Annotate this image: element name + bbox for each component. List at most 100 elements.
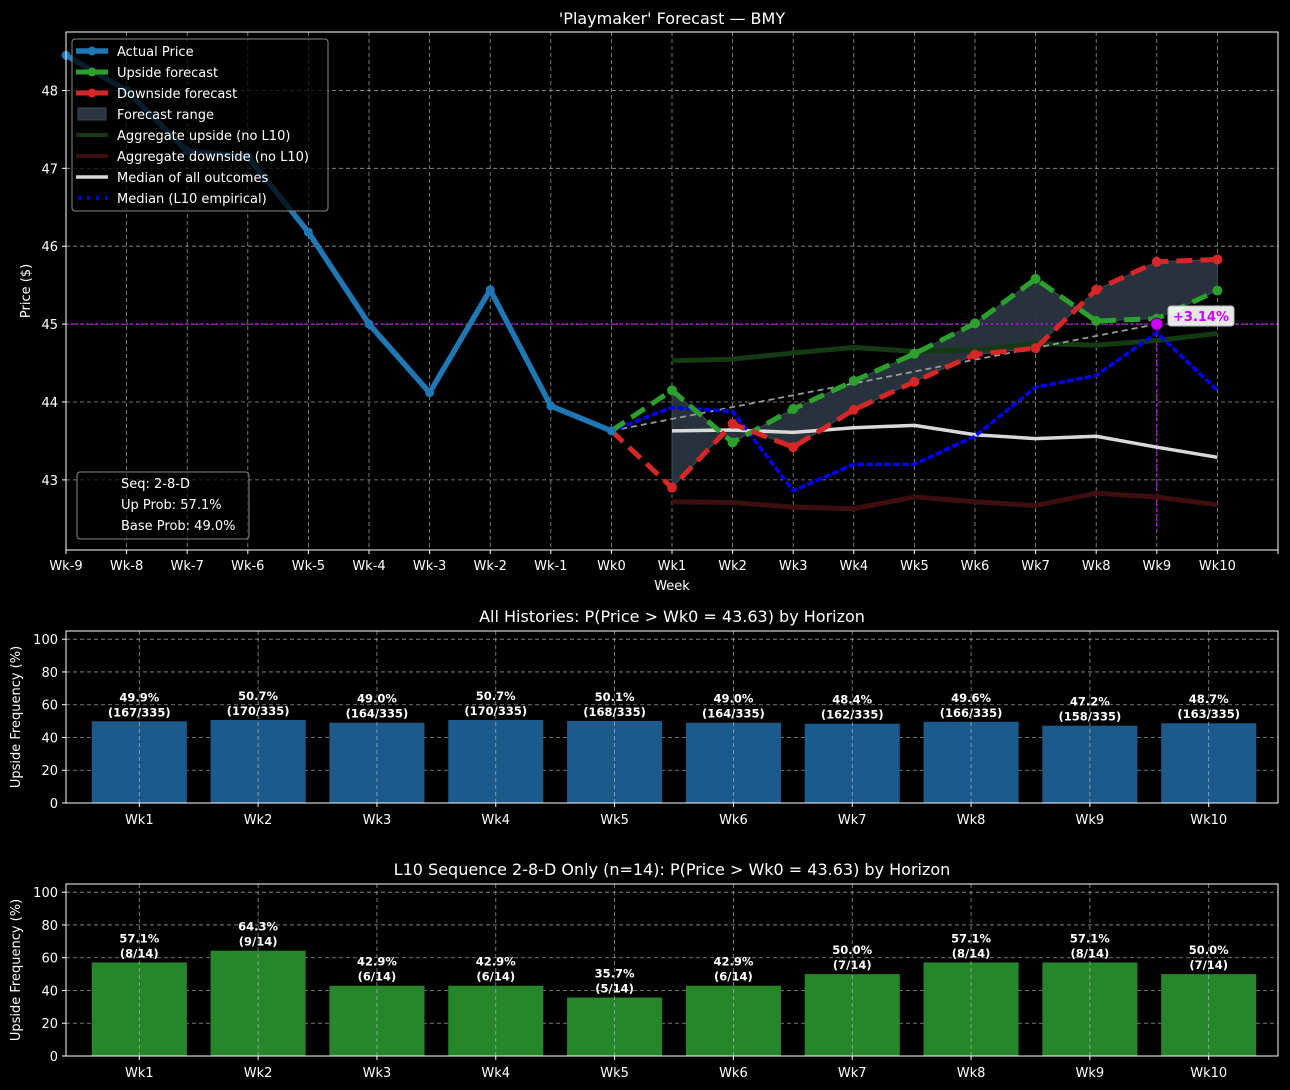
downside-point: [1212, 254, 1223, 265]
bar-chart-1-title: All Histories: P(Price > Wk0 = 43.63) by…: [479, 607, 865, 626]
x-tick-label: Wk5: [900, 559, 929, 574]
legend-item: Upside forecast: [76, 66, 218, 81]
upside-point: [667, 385, 677, 396]
x-tick-label: Wk7: [838, 813, 867, 828]
legend-swatch: [77, 107, 107, 121]
bar-count-label: (170/335): [227, 704, 290, 718]
y-tick-label: 60: [41, 952, 58, 967]
legend: Actual Price Upside forecast Downside fore…: [71, 38, 329, 212]
actual-price-point: [425, 388, 435, 398]
bar-pct-label: 49.6%: [951, 691, 991, 705]
bar-pct-label: 50.1%: [595, 690, 635, 704]
x-tick-label: Wk8: [957, 1066, 986, 1081]
downside-point: [1151, 256, 1162, 267]
x-tick-label: Wk6: [961, 559, 990, 574]
x-tick-label: Wk9: [1142, 559, 1171, 574]
downside-point: [970, 349, 980, 360]
x-tick-label: Wk4: [481, 813, 510, 828]
trend-line: [611, 323, 1157, 432]
x-tick-label: Wk-6: [231, 559, 264, 574]
bar: [804, 723, 900, 803]
aggregate-upside-line: [671, 330, 1218, 364]
bar-pct-label: 57.1%: [119, 931, 159, 945]
downside-point: [727, 418, 738, 429]
y-tick-label: 100: [33, 633, 58, 648]
bar-count-label: (6/14): [476, 970, 515, 984]
x-tick-label: Wk1: [658, 559, 687, 574]
y-tick-label: 0: [50, 1050, 58, 1065]
legend-marker: [87, 67, 97, 77]
downside-point: [909, 376, 920, 387]
l10-sequence-bar-chart: L10 Sequence 2-8-D Only (n=14): P(Price …: [9, 860, 1279, 1081]
target-marker: [1150, 317, 1164, 331]
x-tick-label: Wk-1: [534, 559, 567, 574]
y-tick-label: 43: [41, 474, 58, 489]
x-tick-label: Wk-9: [49, 559, 82, 574]
target-pct-label: +3.14%: [1173, 310, 1229, 325]
bar-pct-label: 35.7%: [595, 967, 635, 981]
bar-pct-label: 48.7%: [1189, 692, 1229, 706]
bar-pct-label: 49.9%: [119, 690, 159, 704]
upside-point: [848, 375, 859, 386]
bar-pct-label: 64.3%: [238, 920, 278, 934]
x-tick-label: Wk4: [839, 559, 868, 574]
x-tick-label: Wk1: [125, 1066, 154, 1081]
y-tick-label: 20: [41, 1017, 58, 1032]
legend-label: Upside forecast: [117, 66, 218, 81]
bar-count-label: (8/14): [1071, 946, 1110, 960]
upside-point: [909, 348, 920, 359]
x-tick-label: Wk5: [600, 1066, 629, 1081]
bar-count-label: (167/335): [108, 705, 171, 719]
info-base-prob: Base Prob: 49.0%: [121, 519, 235, 534]
x-tick-label: Wk3: [363, 813, 392, 828]
line-chart-axes: Wk-9 Wk-8 Wk-7 Wk-6 Wk-5 Wk-4 Wk-3 Wk-2 Wk-1 Wk0 W…: [41, 31, 1279, 574]
x-tick-label: Wk2: [718, 559, 747, 574]
info-box: Seq: 2-8-D Up Prob: 57.1% Base Prob: 49.…: [76, 471, 250, 540]
bar: [1161, 974, 1257, 1056]
downside-point: [667, 482, 677, 493]
upside-forecast-line: [610, 276, 1219, 446]
x-tick-label: Wk10: [1190, 813, 1227, 828]
bar-chart-frame: [65, 630, 1279, 804]
upside-point: [727, 437, 738, 448]
y-tick-label: 44: [41, 396, 58, 411]
all-histories-bar-chart: All Histories: P(Price > Wk0 = 43.63) by…: [9, 607, 1279, 828]
legend-label: Aggregate upside (no L10): [117, 129, 290, 144]
x-tick-label: Wk10: [1190, 1066, 1227, 1081]
actual-price-point: [606, 426, 616, 436]
legend-item: Median (L10 empirical): [78, 192, 267, 207]
y-tick-label: 20: [41, 764, 58, 779]
legend-label: Downside forecast: [117, 87, 237, 102]
bar-pct-label: 50.7%: [476, 689, 516, 703]
bar-pct-label: 49.0%: [357, 692, 397, 706]
bar-pct-label: 49.0%: [713, 692, 753, 706]
bar-chart-1-ylabel: Upside Frequency (%): [9, 646, 24, 788]
x-tick-label: Wk7: [1021, 559, 1050, 574]
bar-count-label: (158/335): [1059, 710, 1122, 724]
legend-item: Actual Price: [76, 45, 194, 60]
bar: [923, 721, 1019, 803]
bar: [329, 722, 425, 803]
bar-pct-label: 48.4%: [832, 693, 872, 707]
bar-chart-2-title: L10 Sequence 2-8-D Only (n=14): P(Price …: [394, 860, 951, 879]
legend-label: Median of all outcomes: [117, 171, 268, 186]
bar-pct-label: 57.1%: [1070, 931, 1110, 945]
bar-count-label: (164/335): [346, 707, 409, 721]
x-tick-label: Wk6: [719, 813, 748, 828]
bar-count-label: (8/14): [952, 946, 991, 960]
bar-count-label: (166/335): [940, 706, 1003, 720]
legend-item: Aggregate downside (no L10): [76, 150, 309, 165]
x-tick-label: Wk-2: [474, 559, 507, 574]
line-chart-xlabel: Week: [654, 579, 690, 594]
x-tick-label: Wk3: [779, 559, 808, 574]
legend-item: Forecast range: [77, 107, 214, 123]
bar: [448, 719, 544, 803]
bar-pct-label: 50.0%: [832, 943, 872, 957]
x-tick-label: Wk4: [481, 1066, 510, 1081]
bar-pct-label: 47.2%: [1070, 695, 1110, 709]
bar-count-label: (7/14): [833, 958, 872, 972]
legend-item: Downside forecast: [76, 87, 237, 102]
x-tick-label: Wk-8: [110, 559, 143, 574]
bar: [91, 721, 187, 803]
bar-count-label: (168/335): [583, 705, 646, 719]
